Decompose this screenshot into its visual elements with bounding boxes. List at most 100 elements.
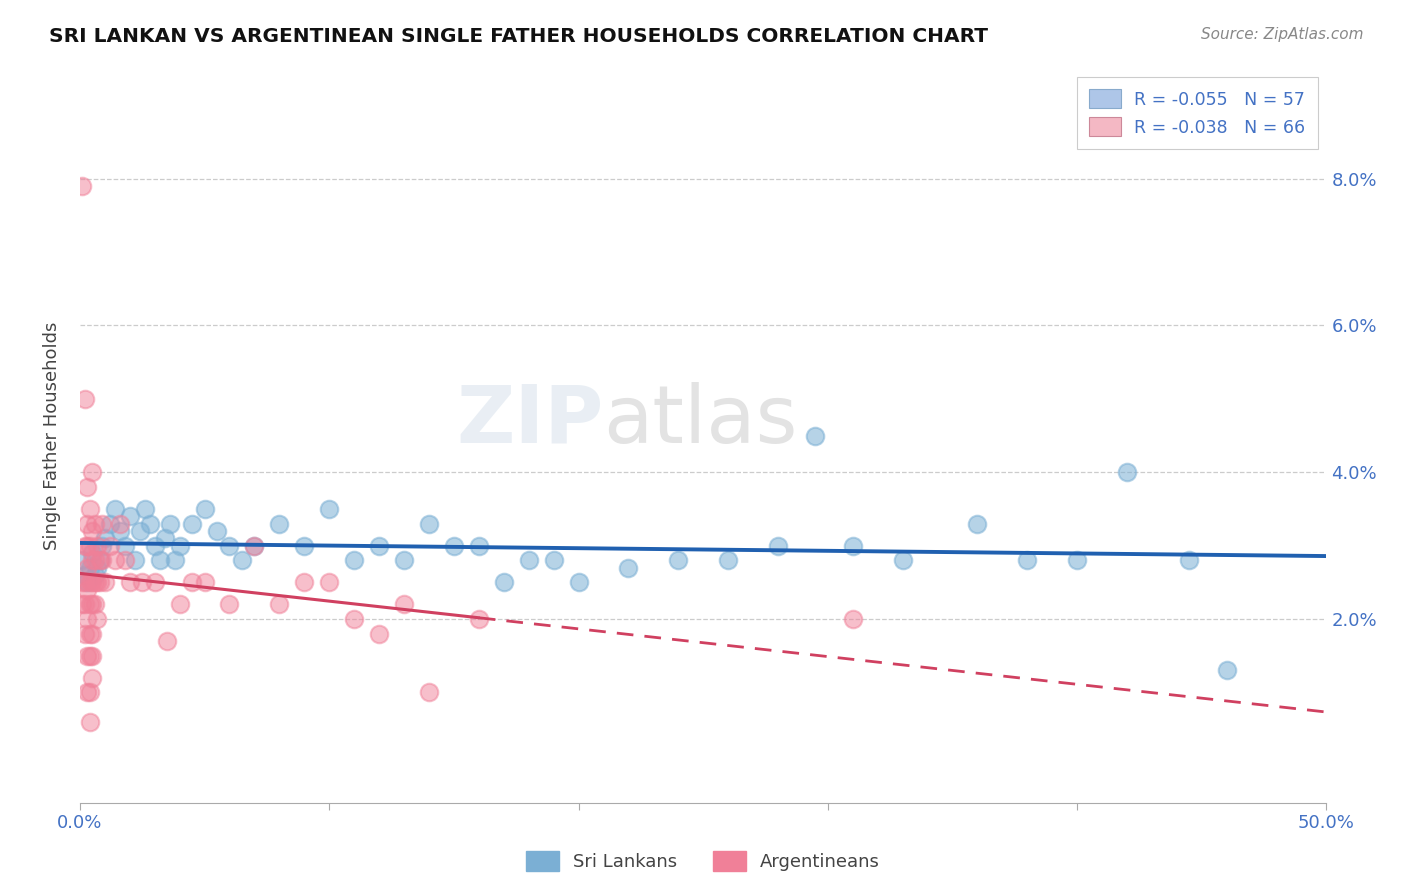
Point xyxy=(292,575,315,590)
Point xyxy=(205,524,228,538)
Point xyxy=(104,502,127,516)
Point xyxy=(86,612,108,626)
Point xyxy=(86,539,108,553)
Point xyxy=(193,502,215,516)
Point xyxy=(82,626,104,640)
Point xyxy=(82,524,104,538)
Point xyxy=(83,553,105,567)
Point xyxy=(104,553,127,567)
Point xyxy=(517,553,540,567)
Point xyxy=(193,575,215,590)
Point xyxy=(149,553,172,567)
Point xyxy=(82,465,104,479)
Point xyxy=(181,516,204,531)
Point xyxy=(269,598,291,612)
Point xyxy=(891,553,914,567)
Point xyxy=(76,516,98,531)
Text: ZIP: ZIP xyxy=(456,382,603,460)
Point xyxy=(269,516,291,531)
Point xyxy=(98,539,121,553)
Point xyxy=(131,575,153,590)
Point xyxy=(468,612,491,626)
Point xyxy=(79,685,101,699)
Point xyxy=(76,560,98,574)
Point xyxy=(94,532,117,546)
Point xyxy=(83,516,105,531)
Point xyxy=(108,524,131,538)
Point xyxy=(79,575,101,590)
Point xyxy=(966,516,988,531)
Point xyxy=(318,502,340,516)
Point xyxy=(89,553,111,567)
Point xyxy=(98,516,121,531)
Point xyxy=(392,553,415,567)
Point xyxy=(666,553,689,567)
Point xyxy=(94,575,117,590)
Point xyxy=(243,539,266,553)
Point xyxy=(82,546,104,560)
Point xyxy=(76,575,98,590)
Point xyxy=(73,539,96,553)
Point xyxy=(86,575,108,590)
Point xyxy=(73,575,96,590)
Point xyxy=(79,626,101,640)
Text: Source: ZipAtlas.com: Source: ZipAtlas.com xyxy=(1201,27,1364,42)
Point xyxy=(153,532,176,546)
Point xyxy=(83,598,105,612)
Point xyxy=(766,539,789,553)
Point xyxy=(91,553,114,567)
Point xyxy=(218,598,240,612)
Point xyxy=(1215,664,1237,678)
Point xyxy=(159,516,181,531)
Point xyxy=(318,575,340,590)
Point xyxy=(73,568,96,582)
Point xyxy=(83,575,105,590)
Point xyxy=(143,575,166,590)
Y-axis label: Single Father Households: Single Father Households xyxy=(44,321,60,549)
Point xyxy=(82,671,104,685)
Point xyxy=(343,612,366,626)
Point xyxy=(124,553,146,567)
Point xyxy=(804,428,827,442)
Point xyxy=(163,553,186,567)
Point xyxy=(118,509,141,524)
Point xyxy=(243,539,266,553)
Point xyxy=(72,553,94,567)
Point xyxy=(79,539,101,553)
Point xyxy=(1066,553,1088,567)
Point xyxy=(76,480,98,494)
Point xyxy=(91,539,114,553)
Point xyxy=(292,539,315,553)
Point xyxy=(82,575,104,590)
Point xyxy=(79,598,101,612)
Point xyxy=(76,648,98,663)
Point xyxy=(79,714,101,729)
Text: SRI LANKAN VS ARGENTINEAN SINGLE FATHER HOUSEHOLDS CORRELATION CHART: SRI LANKAN VS ARGENTINEAN SINGLE FATHER … xyxy=(49,27,988,45)
Point xyxy=(181,575,204,590)
Point xyxy=(368,626,391,640)
Point xyxy=(114,553,136,567)
Point xyxy=(543,553,565,567)
Point xyxy=(492,575,515,590)
Point xyxy=(443,539,465,553)
Point xyxy=(143,539,166,553)
Point xyxy=(76,539,98,553)
Point xyxy=(114,539,136,553)
Point xyxy=(72,575,94,590)
Point xyxy=(1116,465,1139,479)
Point xyxy=(231,553,253,567)
Text: atlas: atlas xyxy=(603,382,797,460)
Point xyxy=(76,582,98,597)
Point xyxy=(134,502,156,516)
Point xyxy=(82,553,104,567)
Point xyxy=(86,560,108,574)
Point xyxy=(89,575,111,590)
Point xyxy=(79,560,101,574)
Point xyxy=(91,516,114,531)
Legend: Sri Lankans, Argentineans: Sri Lankans, Argentineans xyxy=(519,844,887,879)
Point xyxy=(76,612,98,626)
Point xyxy=(169,598,191,612)
Point xyxy=(717,553,740,567)
Point xyxy=(72,598,94,612)
Point xyxy=(842,612,865,626)
